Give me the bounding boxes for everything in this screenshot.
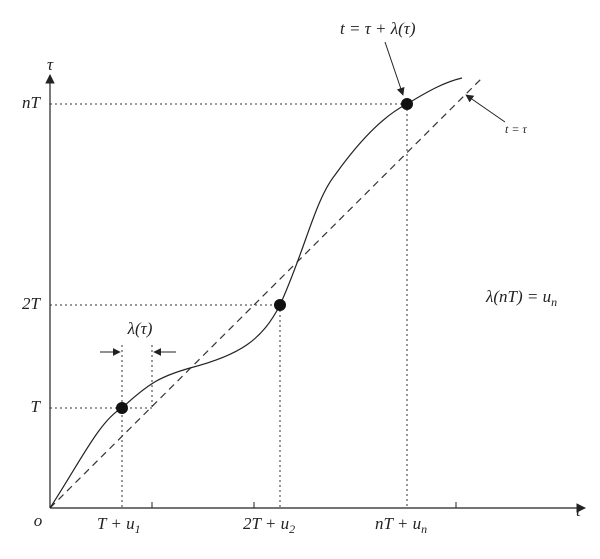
label-part: 1 — [135, 522, 141, 536]
lambda-label: λ(τ) — [127, 319, 153, 338]
arrow — [465, 94, 506, 123]
point — [274, 299, 286, 311]
label-part: nT + u — [375, 514, 421, 533]
y-label: nT — [22, 93, 42, 112]
x-label: nT + un — [375, 514, 427, 536]
x-ticks — [151, 502, 457, 508]
diagonal-label: t = τ — [505, 122, 527, 136]
curve-label: t = τ + λ(τ) — [340, 19, 416, 38]
relation-label: λ(nT) = un — [485, 287, 557, 309]
curve — [49, 77, 463, 509]
guide-lines — [50, 103, 408, 508]
x-axis-label: t — [576, 501, 582, 520]
label-part: λ(nT) = u — [485, 287, 551, 306]
label-part: T + u — [97, 514, 135, 533]
diagonal-line — [49, 77, 483, 509]
point — [401, 98, 413, 110]
label-part: 2 — [289, 522, 295, 536]
y-label: 2T — [22, 294, 42, 313]
x-label: T + u1 — [97, 514, 141, 536]
x-label: 2T + u2 — [243, 514, 295, 536]
point — [116, 402, 128, 414]
label-part: n — [421, 522, 427, 536]
y-label: T — [31, 397, 42, 416]
origin-label: o — [34, 511, 43, 530]
label-part: 2T + u — [243, 514, 289, 533]
label-part: n — [551, 295, 557, 309]
y-axis-label: τ — [47, 55, 54, 74]
arrow — [384, 41, 405, 96]
